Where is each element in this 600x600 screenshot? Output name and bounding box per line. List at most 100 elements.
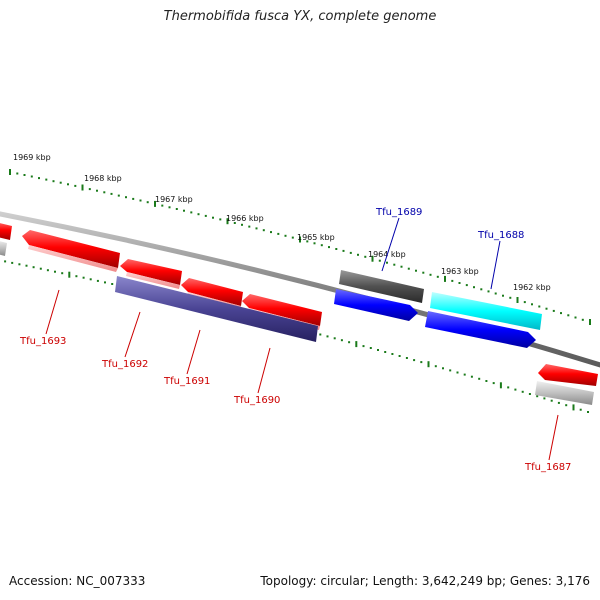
tick-inner-minor-68 bbox=[485, 380, 488, 382]
gene-blue-2[interactable] bbox=[425, 311, 536, 348]
gene-tfu-1688[interactable] bbox=[430, 292, 542, 330]
tick-outer-minor-65 bbox=[480, 288, 483, 291]
tick-outer-minor-53 bbox=[393, 263, 396, 266]
tick-outer-minor-8 bbox=[67, 183, 69, 186]
gene-label-tfu-1689[interactable]: Tfu_1689 bbox=[375, 207, 422, 218]
tick-outer-minor-76 bbox=[560, 312, 562, 315]
gene-tfu-1687[interactable] bbox=[538, 364, 598, 386]
tick-inner-minor-78 bbox=[557, 401, 560, 404]
tick-outer-minor-71 bbox=[523, 301, 526, 304]
tick-inner-minor-49 bbox=[348, 341, 351, 344]
gene-label-tfu-1687[interactable]: Tfu_1687 bbox=[524, 462, 571, 473]
tick-outer-minor-42 bbox=[313, 242, 316, 245]
tick-outer-minor-54 bbox=[400, 265, 403, 268]
tick-outer-minor-11 bbox=[88, 188, 91, 191]
tick-outer-major-20 bbox=[154, 200, 156, 207]
gene-label-tfu-1690[interactable]: Tfu_1690 bbox=[233, 395, 280, 406]
tick-inner-minor-76 bbox=[543, 397, 546, 400]
tick-outer-minor-23 bbox=[175, 208, 178, 210]
tick-inner-major-60 bbox=[427, 361, 430, 368]
gene-tfu-1690[interactable] bbox=[242, 294, 322, 326]
tick-inner-minor-48 bbox=[340, 339, 343, 342]
leader-tfu-1687 bbox=[548, 414, 559, 461]
tick-outer-minor-62 bbox=[458, 282, 461, 284]
tick-outer-major-60 bbox=[444, 275, 446, 282]
tick-outer-major-40 bbox=[299, 236, 301, 243]
leader-tfu-1688 bbox=[490, 240, 501, 290]
tick-outer-minor-69 bbox=[509, 296, 512, 299]
tick-inner-minor-77 bbox=[550, 399, 553, 402]
gene-label-tfu-1688[interactable]: Tfu_1688 bbox=[477, 230, 524, 241]
gene-partial-left-red[interactable] bbox=[0, 222, 12, 240]
gene-tfu-1689[interactable] bbox=[339, 270, 424, 303]
tick-inner-minor-46 bbox=[326, 335, 329, 338]
tick-outer-minor-47 bbox=[349, 251, 352, 254]
tick-outer-minor-7 bbox=[59, 181, 62, 184]
tick-outer-minor-29 bbox=[219, 218, 222, 221]
tick-outer-minor-57 bbox=[422, 271, 425, 274]
gene-tfu-1691[interactable] bbox=[181, 278, 243, 306]
tick-inner-minor-67 bbox=[478, 377, 481, 380]
tick-inner-minor-16 bbox=[111, 283, 114, 285]
tick-outer-minor-52 bbox=[386, 261, 388, 264]
tick-outer-minor-14 bbox=[110, 192, 113, 195]
tick-outer-major-0 bbox=[9, 169, 11, 175]
tick-outer-minor-63 bbox=[465, 284, 468, 287]
tick-inner-minor-1 bbox=[4, 260, 7, 263]
tick-inner-minor-12 bbox=[82, 276, 85, 279]
tick-inner-minor-8 bbox=[54, 270, 56, 273]
tick-outer-minor-51 bbox=[378, 259, 381, 262]
tick-outer-minor-4 bbox=[38, 177, 40, 180]
tick-outer-major-50 bbox=[371, 255, 374, 262]
tick-outer-minor-66 bbox=[487, 290, 490, 293]
tick-inner-minor-52 bbox=[369, 347, 372, 349]
gene-tfu-1693-shadow bbox=[28, 245, 118, 272]
gene-label-tfu-1691[interactable]: Tfu_1691 bbox=[163, 376, 210, 387]
tick-outer-minor-25 bbox=[190, 211, 193, 214]
kbp-label-1967: 1967 kbp bbox=[155, 195, 193, 204]
kbp-label-1968: 1968 kbp bbox=[84, 174, 122, 183]
gene-tfu-1692-shadow bbox=[126, 272, 180, 289]
gene-blue-1[interactable] bbox=[334, 289, 418, 321]
kbp-label-1962: 1962 kbp bbox=[513, 283, 551, 292]
tick-inner-minor-59 bbox=[420, 361, 423, 364]
tick-outer-minor-13 bbox=[103, 191, 106, 194]
tick-inner-minor-15 bbox=[104, 281, 106, 284]
tick-inner-minor-79 bbox=[565, 404, 568, 407]
tick-inner-minor-58 bbox=[413, 359, 416, 362]
tick-inner-minor-2 bbox=[11, 261, 14, 264]
tick-outer-minor-39 bbox=[291, 236, 294, 239]
kbp-label-1963: 1963 kbp bbox=[441, 267, 479, 276]
tick-inner-minor-13 bbox=[89, 278, 92, 281]
genome-summary-text: Topology: circular; Length: 3,642,249 bp… bbox=[260, 574, 590, 588]
tick-outer-minor-48 bbox=[357, 253, 359, 256]
tick-outer-minor-58 bbox=[429, 273, 432, 276]
tick-outer-minor-33 bbox=[248, 225, 251, 228]
tick-inner-minor-9 bbox=[61, 272, 64, 275]
tick-outer-major-30 bbox=[226, 218, 229, 225]
tick-outer-minor-27 bbox=[204, 214, 207, 217]
gene-light-grey-right[interactable] bbox=[535, 381, 594, 405]
gene-tfu-1693[interactable] bbox=[22, 230, 120, 268]
tick-inner-minor-3 bbox=[18, 263, 21, 266]
tick-inner-minor-63 bbox=[449, 369, 452, 372]
leader-tfu-1693 bbox=[45, 289, 60, 335]
tick-inner-minor-82 bbox=[587, 411, 589, 413]
tick-outer-minor-67 bbox=[494, 292, 497, 295]
tick-inner-minor-64 bbox=[456, 371, 459, 374]
gene-tfu-1692[interactable] bbox=[120, 259, 182, 285]
gene-navy-block[interactable] bbox=[115, 276, 318, 342]
tick-outer-minor-72 bbox=[531, 303, 533, 306]
gene-partial-left-grey[interactable] bbox=[0, 240, 7, 256]
tick-inner-minor-14 bbox=[96, 279, 99, 282]
tick-outer-minor-64 bbox=[473, 286, 475, 289]
tick-outer-minor-9 bbox=[74, 184, 77, 187]
tick-outer-minor-3 bbox=[30, 175, 33, 178]
gene-label-tfu-1692[interactable]: Tfu_1692 bbox=[101, 359, 148, 370]
tick-inner-minor-73 bbox=[521, 390, 524, 393]
tick-outer-minor-45 bbox=[335, 248, 338, 250]
gene-label-tfu-1693[interactable]: Tfu_1693 bbox=[19, 336, 66, 347]
tick-outer-minor-68 bbox=[502, 294, 504, 297]
